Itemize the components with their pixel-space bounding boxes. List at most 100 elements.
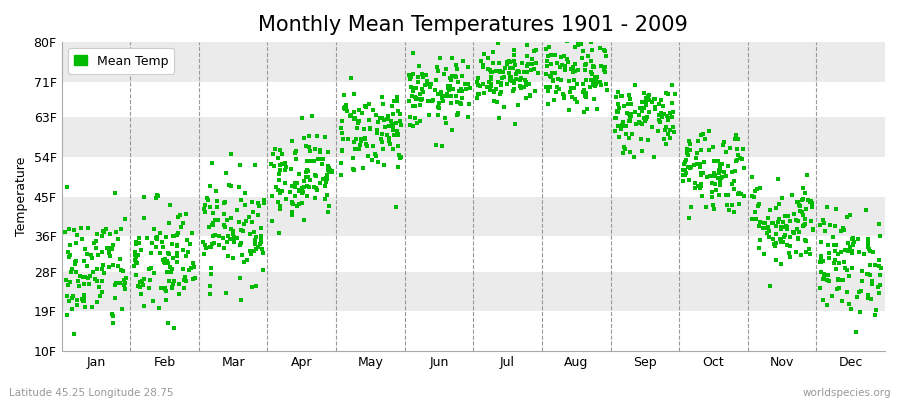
Point (205, 241, 220, 247)
Point (222, 182, 237, 188)
Point (274, 160, 289, 167)
Point (623, 116, 637, 122)
Point (726, 208, 741, 215)
Point (791, 218, 806, 224)
Point (472, 91, 487, 97)
Point (846, 239, 860, 245)
Point (134, 291, 148, 297)
Point (711, 158, 725, 164)
Point (846, 235, 860, 242)
Point (69, 240, 84, 246)
Point (840, 214, 854, 220)
Point (771, 176, 786, 182)
Point (62, 298, 77, 304)
Point (337, 135, 351, 142)
Point (805, 204, 819, 210)
Point (204, 160, 219, 166)
Point (546, 97, 561, 104)
Point (284, 166, 299, 172)
Point (788, 217, 803, 223)
Point (426, 96, 440, 103)
Point (105, 241, 120, 248)
Point (737, 193, 751, 200)
Point (292, 187, 306, 194)
Point (103, 245, 117, 251)
Point (745, 174, 760, 180)
Point (80, 251, 94, 258)
Point (273, 190, 287, 197)
Point (70, 302, 85, 308)
Point (435, 143, 449, 150)
Point (721, 191, 735, 198)
Point (206, 221, 220, 228)
Point (186, 264, 201, 270)
Point (182, 266, 196, 273)
Point (749, 216, 763, 222)
Point (544, 74, 559, 81)
Point (415, 96, 429, 102)
Point (508, 121, 522, 127)
Point (820, 302, 834, 308)
Point (842, 273, 856, 280)
Point (572, 67, 586, 74)
Point (680, 146, 695, 152)
Point (422, 112, 436, 118)
Point (448, 62, 463, 68)
Point (271, 198, 285, 205)
Point (160, 250, 175, 256)
Point (438, 115, 453, 121)
Point (391, 163, 405, 170)
Point (608, 94, 623, 100)
Point (820, 277, 834, 283)
Point (80, 263, 94, 270)
Point (854, 268, 868, 274)
Point (132, 279, 147, 285)
Point (822, 250, 836, 256)
Point (149, 234, 164, 240)
Point (771, 219, 786, 226)
Point (299, 169, 313, 175)
Point (231, 219, 246, 225)
Point (610, 89, 625, 95)
Point (831, 276, 845, 282)
Point (702, 147, 716, 153)
Point (409, 85, 423, 91)
Point (338, 102, 353, 108)
Point (821, 242, 835, 248)
Point (137, 215, 151, 221)
Point (159, 287, 174, 294)
Point (874, 265, 888, 271)
Point (734, 191, 749, 198)
Bar (61, 157, 885, 197)
Point (198, 202, 212, 208)
Point (610, 109, 625, 115)
Point (635, 121, 650, 128)
Point (355, 138, 369, 144)
Point (771, 201, 786, 207)
Point (681, 164, 696, 170)
Point (744, 193, 759, 199)
Point (624, 112, 638, 119)
Point (525, 60, 539, 67)
Point (578, 62, 592, 68)
Point (297, 217, 311, 224)
Point (765, 220, 779, 226)
Point (521, 81, 535, 88)
Point (69, 258, 84, 264)
Point (470, 79, 484, 86)
Point (197, 206, 211, 212)
Point (382, 135, 397, 142)
Point (562, 78, 576, 84)
Point (752, 237, 767, 243)
Point (107, 190, 122, 196)
Point (230, 234, 244, 241)
Point (127, 263, 141, 270)
Point (777, 234, 791, 241)
Point (814, 285, 828, 291)
Point (571, 38, 585, 44)
Point (401, 72, 416, 78)
Point (711, 192, 725, 198)
Point (166, 255, 181, 261)
Point (813, 222, 827, 228)
Point (783, 243, 797, 250)
